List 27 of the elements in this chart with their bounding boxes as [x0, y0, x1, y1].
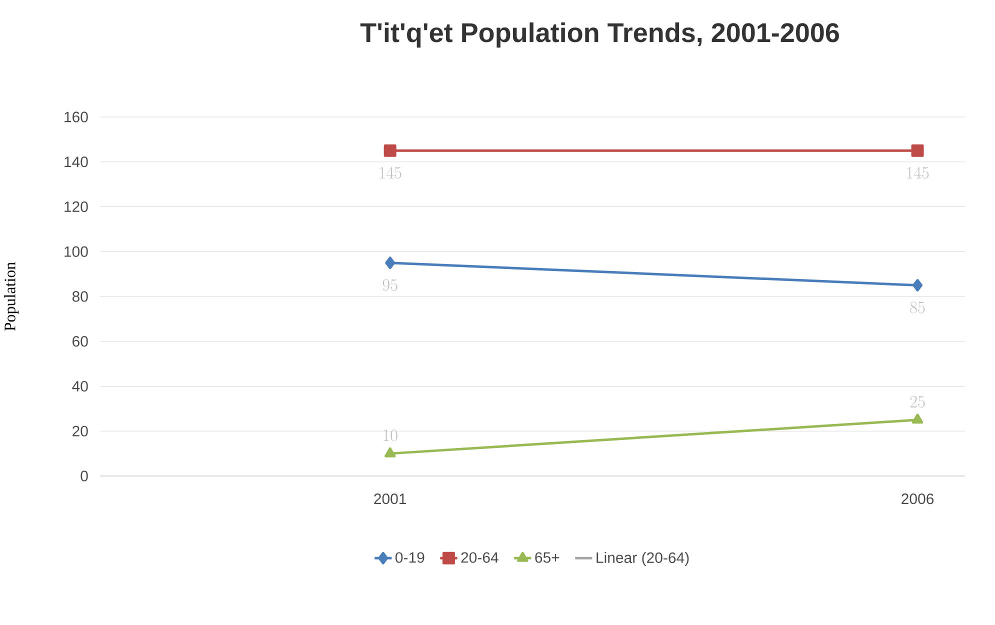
y-tick-label: 140 — [64, 156, 88, 168]
legend-label: Linear (20-64) — [596, 552, 689, 566]
point — [384, 144, 396, 157]
y-tick-label: 60 — [72, 336, 88, 347]
legend-label: 65+ — [535, 552, 560, 563]
y-tick-label: 0 — [80, 470, 88, 482]
point — [911, 144, 924, 157]
data-label: 25 — [910, 396, 925, 408]
y-axis-title: Population — [4, 262, 19, 331]
point — [912, 279, 923, 292]
y-tick-label: 120 — [64, 201, 88, 212]
chart-title: T'it'q'et Population Trends, 2001-2006 — [360, 22, 839, 48]
y-tick-label: 160 — [64, 112, 88, 122]
data-label: 95 — [382, 279, 398, 291]
data-label: 145 — [907, 166, 929, 179]
data-label: 10 — [384, 430, 398, 442]
y-tick-label: 40 — [72, 380, 88, 392]
legend-label: 0-19 — [395, 552, 424, 563]
y-tick-label: 100 — [64, 246, 88, 257]
data-label: 85 — [910, 302, 925, 314]
y-tick-label: 20 — [72, 426, 88, 436]
legend-label: 20-64 — [461, 552, 498, 563]
point — [385, 256, 396, 270]
x-tick-label: 2006 — [902, 494, 934, 504]
y-tick-label: 80 — [72, 291, 88, 302]
x-tick-label: 2001 — [374, 494, 406, 504]
data-label: 145 — [380, 166, 402, 179]
